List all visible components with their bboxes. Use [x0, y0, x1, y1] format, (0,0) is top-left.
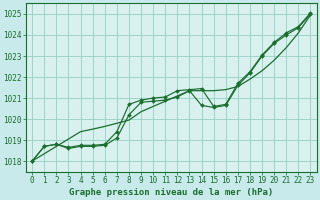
X-axis label: Graphe pression niveau de la mer (hPa): Graphe pression niveau de la mer (hPa) [69, 188, 274, 197]
